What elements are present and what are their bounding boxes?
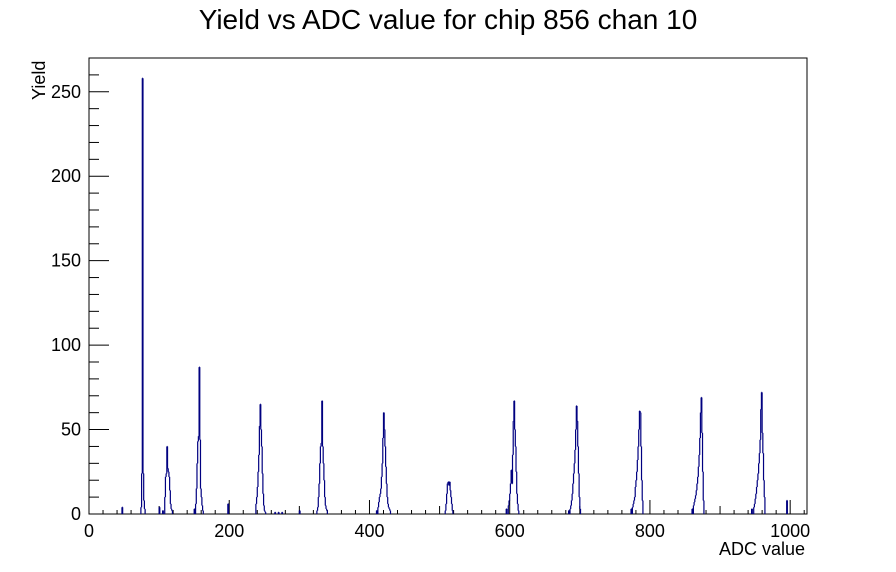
y-tick-label: 150 <box>51 251 81 271</box>
y-tick-label: 50 <box>61 420 81 440</box>
histogram-bin <box>449 485 450 514</box>
x-tick-label: 200 <box>214 521 244 541</box>
x-tick-label: 1000 <box>770 521 810 541</box>
histogram-bin <box>168 468 169 514</box>
histogram-bin <box>448 482 449 514</box>
x-axis-title: ADC value <box>719 539 805 559</box>
chart-title: Yield vs ADC value for chip 856 chan 10 <box>198 4 698 35</box>
histogram-bin <box>168 472 169 514</box>
x-tick-label: 800 <box>635 521 665 541</box>
y-tick-label: 100 <box>51 335 81 355</box>
x-tick-label: 400 <box>354 521 384 541</box>
plot-frame <box>88 57 808 515</box>
y-axis-title: Yield <box>29 61 49 100</box>
histogram-bin <box>321 443 322 514</box>
histogram-line <box>121 77 788 514</box>
y-tick-label: 250 <box>51 82 81 102</box>
x-tick-label: 0 <box>84 521 94 541</box>
y-tick-label: 200 <box>51 166 81 186</box>
histogram-bin <box>512 484 513 514</box>
histogram-bin <box>166 473 167 514</box>
x-tick-label: 600 <box>495 521 525 541</box>
histogram-bin <box>198 436 199 514</box>
y-tick-label: 0 <box>71 504 81 524</box>
